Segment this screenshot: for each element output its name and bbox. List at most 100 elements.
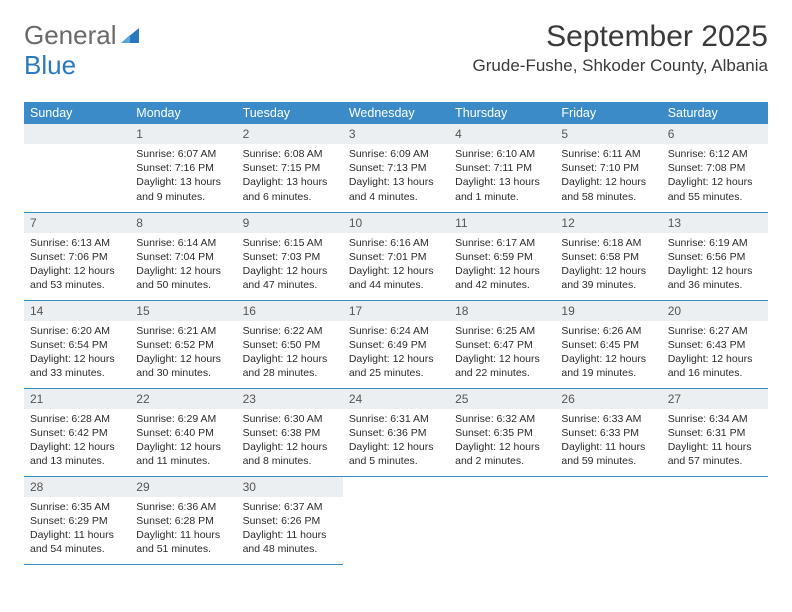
day-details: Sunrise: 6:21 AMSunset: 6:52 PMDaylight:… <box>130 321 236 385</box>
day-number: 14 <box>24 301 130 321</box>
sunset-text: Sunset: 6:52 PM <box>136 338 230 352</box>
day-details: Sunrise: 6:37 AMSunset: 6:26 PMDaylight:… <box>237 497 343 561</box>
day-number: 13 <box>662 213 768 233</box>
day-number: 30 <box>237 477 343 497</box>
day-number: 20 <box>662 301 768 321</box>
weekday-monday: Monday <box>130 102 236 124</box>
weekday-tuesday: Tuesday <box>237 102 343 124</box>
day-number: 26 <box>555 389 661 409</box>
sunset-text: Sunset: 6:59 PM <box>455 250 549 264</box>
sunrise-text: Sunrise: 6:30 AM <box>243 412 337 426</box>
daylight-text: Daylight: 13 hours and 9 minutes. <box>136 175 230 203</box>
day-number: 10 <box>343 213 449 233</box>
day-details: Sunrise: 6:25 AMSunset: 6:47 PMDaylight:… <box>449 321 555 385</box>
logo-sail-icon <box>119 26 141 46</box>
sunrise-text: Sunrise: 6:28 AM <box>30 412 124 426</box>
location-subtitle: Grude-Fushe, Shkoder County, Albania <box>473 56 768 76</box>
sunset-text: Sunset: 7:06 PM <box>30 250 124 264</box>
sunset-text: Sunset: 6:28 PM <box>136 514 230 528</box>
sunset-text: Sunset: 6:54 PM <box>30 338 124 352</box>
daylight-text: Daylight: 12 hours and 25 minutes. <box>349 352 443 380</box>
day-number: 7 <box>24 213 130 233</box>
day-number: 6 <box>662 124 768 144</box>
calendar-cell <box>343 476 449 564</box>
sunrise-text: Sunrise: 6:07 AM <box>136 147 230 161</box>
daylight-text: Daylight: 12 hours and 22 minutes. <box>455 352 549 380</box>
day-number: 28 <box>24 477 130 497</box>
day-details: Sunrise: 6:35 AMSunset: 6:29 PMDaylight:… <box>24 497 130 561</box>
calendar-cell: 13Sunrise: 6:19 AMSunset: 6:56 PMDayligh… <box>662 212 768 300</box>
calendar-row: 21 Sunrise: 6:28 AMSunset: 6:42 PM Dayligh… <box>24 388 768 476</box>
calendar-cell: 1Sunrise: 6:07 AMSunset: 7:16 PMDaylight… <box>130 124 236 212</box>
day-number: 21 <box>24 389 130 409</box>
calendar-cell: 6Sunrise: 6:12 AMSunset: 7:08 PMDaylight… <box>662 124 768 212</box>
calendar-cell: 10Sunrise: 6:16 AMSunset: 7:01 PMDayligh… <box>343 212 449 300</box>
calendar-cell: 8Sunrise: 6:14 AMSunset: 7:04 PMDaylight… <box>130 212 236 300</box>
calendar-row: 14Sunrise: 6:20 AMSunset: 6:54 PMDayligh… <box>24 300 768 388</box>
sunset-text: Sunset: 6:58 PM <box>561 250 655 264</box>
day-details: Sunrise: 6:22 AMSunset: 6:50 PMDaylight:… <box>237 321 343 385</box>
sunset-text: Sunset: 6:42 PM <box>30 426 124 440</box>
sunset-text: Sunset: 7:15 PM <box>243 161 337 175</box>
weekday-thursday: Thursday <box>449 102 555 124</box>
daylight-text: Daylight: 12 hours and 5 minutes. <box>349 440 443 468</box>
sunrise-text: Sunrise: 6:29 AM <box>136 412 230 426</box>
day-number: 4 <box>449 124 555 144</box>
sunrise-text: Sunrise: 6:31 AM <box>349 412 443 426</box>
day-number: 23 <box>237 389 343 409</box>
calendar-cell: 5Sunrise: 6:11 AMSunset: 7:10 PMDaylight… <box>555 124 661 212</box>
sunrise-text: Sunrise: 6:08 AM <box>243 147 337 161</box>
sunrise-text: Sunrise: 6:15 AM <box>243 236 337 250</box>
calendar-cell: 24Sunrise: 6:31 AMSunset: 6:36 PMDayligh… <box>343 388 449 476</box>
calendar-cell <box>662 476 768 564</box>
sunrise-text: Sunrise: 6:18 AM <box>561 236 655 250</box>
daylight-text: Daylight: 11 hours and 48 minutes. <box>243 528 337 556</box>
day-number: 2 <box>237 124 343 144</box>
sunset-text: Sunset: 6:49 PM <box>349 338 443 352</box>
sunset-text: Sunset: 6:45 PM <box>561 338 655 352</box>
calendar-row: 7Sunrise: 6:13 AMSunset: 7:06 PMDaylight… <box>24 212 768 300</box>
calendar-table: Sunday Monday Tuesday Wednesday Thursday… <box>24 102 768 565</box>
day-details: Sunrise: 6:24 AMSunset: 6:49 PMDaylight:… <box>343 321 449 385</box>
daylight-text: Daylight: 12 hours and 58 minutes. <box>561 175 655 203</box>
sunrise-text: Sunrise: 6:34 AM <box>668 412 762 426</box>
page-header: General September 2025 Grude-Fushe, Shko… <box>24 20 768 76</box>
sunset-text: Sunset: 7:01 PM <box>349 250 443 264</box>
daylight-text: Daylight: 12 hours and 11 minutes. <box>136 440 230 468</box>
calendar-cell <box>449 476 555 564</box>
day-number: 24 <box>343 389 449 409</box>
sunrise-text: Sunrise: 6:37 AM <box>243 500 337 514</box>
day-number: 27 <box>662 389 768 409</box>
calendar-cell: 27Sunrise: 6:34 AMSunset: 6:31 PMDayligh… <box>662 388 768 476</box>
day-details: Sunrise: 6:27 AMSunset: 6:43 PMDaylight:… <box>662 321 768 385</box>
sunrise-text: Sunrise: 6:35 AM <box>30 500 124 514</box>
daylight-text: Daylight: 13 hours and 6 minutes. <box>243 175 337 203</box>
weekday-wednesday: Wednesday <box>343 102 449 124</box>
daylight-text: Daylight: 11 hours and 54 minutes. <box>30 528 124 556</box>
daylight-text: Daylight: 12 hours and 19 minutes. <box>561 352 655 380</box>
sunrise-text: Sunrise: 6:12 AM <box>668 147 762 161</box>
day-details: Sunrise: 6:20 AMSunset: 6:54 PMDaylight:… <box>24 321 130 385</box>
weekday-sunday: Sunday <box>24 102 130 124</box>
day-details: Sunrise: 6:32 AMSunset: 6:35 PMDaylight:… <box>449 409 555 473</box>
sunset-text: Sunset: 6:50 PM <box>243 338 337 352</box>
weekday-header-row: Sunday Monday Tuesday Wednesday Thursday… <box>24 102 768 124</box>
calendar-cell: 25Sunrise: 6:32 AMSunset: 6:35 PMDayligh… <box>449 388 555 476</box>
day-number: 17 <box>343 301 449 321</box>
sunrise-text: Sunrise: 6:32 AM <box>455 412 549 426</box>
logo: General <box>24 20 141 51</box>
day-number: 15 <box>130 301 236 321</box>
daylight-text: Daylight: 12 hours and 8 minutes. <box>243 440 337 468</box>
daylight-text: Daylight: 12 hours and 55 minutes. <box>668 175 762 203</box>
day-number: 9 <box>237 213 343 233</box>
calendar-cell: 28Sunrise: 6:35 AMSunset: 6:29 PMDayligh… <box>24 476 130 564</box>
calendar-cell: 18Sunrise: 6:25 AMSunset: 6:47 PMDayligh… <box>449 300 555 388</box>
sunrise-text: Sunrise: 6:11 AM <box>561 147 655 161</box>
sunrise-text: Sunrise: 6:22 AM <box>243 324 337 338</box>
daylight-text: Daylight: 12 hours and 42 minutes. <box>455 264 549 292</box>
daylight-text: Daylight: 12 hours and 2 minutes. <box>455 440 549 468</box>
day-details: Sunrise: 6:30 AMSunset: 6:38 PMDaylight:… <box>237 409 343 473</box>
daylight-text: Daylight: 12 hours and 47 minutes. <box>243 264 337 292</box>
daylight-text: Daylight: 12 hours and 16 minutes. <box>668 352 762 380</box>
daylight-text: Daylight: 13 hours and 1 minute. <box>455 175 549 203</box>
